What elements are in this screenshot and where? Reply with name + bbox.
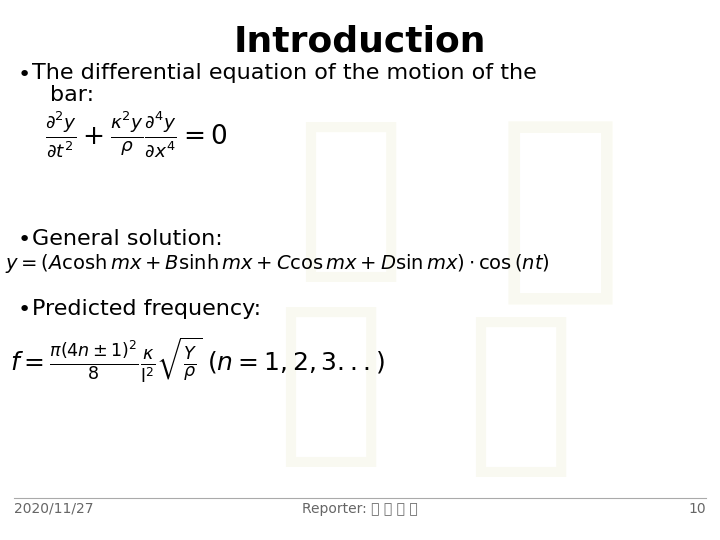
Text: 逢: 逢: [296, 112, 404, 288]
Text: Reporter: 如 彿 逢 理: Reporter: 如 彿 逢 理: [302, 502, 418, 516]
Text: Introduction: Introduction: [234, 25, 486, 59]
Text: 物: 物: [498, 109, 623, 311]
Text: •: •: [18, 230, 31, 250]
Text: Predicted frequency:: Predicted frequency:: [32, 299, 261, 319]
Text: •: •: [18, 65, 31, 85]
Text: $\frac{\partial^2 y}{\partial t^2} + \frac{\kappa^2 y}{\rho} \frac{\partial^4 y}: $\frac{\partial^2 y}{\partial t^2} + \fr…: [45, 110, 228, 160]
Text: 10: 10: [688, 502, 706, 516]
Text: •: •: [18, 300, 31, 320]
Text: 2020/11/27: 2020/11/27: [14, 502, 94, 516]
Text: The differential equation of the motion of the: The differential equation of the motion …: [32, 63, 536, 83]
Text: 理: 理: [466, 307, 574, 483]
Text: $y = \left(A\cosh mx + B\sinh mx + C\cos mx + D\sin mx\right)\cdot\cos\left(nt\r: $y = \left(A\cosh mx + B\sinh mx + C\cos…: [5, 252, 549, 275]
Text: 逢: 逢: [276, 297, 384, 473]
Text: $f = \frac{\pi\left(4n\pm 1\right)^2}{8} \frac{\kappa}{\mathrm{l}^2}\sqrt{\frac{: $f = \frac{\pi\left(4n\pm 1\right)^2}{8}…: [10, 335, 385, 385]
Text: bar:: bar:: [50, 85, 94, 105]
Text: General solution:: General solution:: [32, 229, 222, 249]
